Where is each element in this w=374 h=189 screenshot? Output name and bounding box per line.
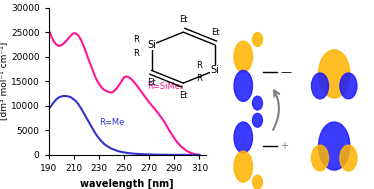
Ellipse shape [252,33,263,46]
Text: Et: Et [179,91,187,100]
Ellipse shape [252,175,263,189]
Ellipse shape [234,70,252,101]
Ellipse shape [340,145,357,171]
Ellipse shape [252,96,263,110]
Ellipse shape [340,73,357,99]
Text: Et: Et [147,78,156,87]
Ellipse shape [234,122,252,153]
Text: R: R [196,74,202,83]
Ellipse shape [234,151,252,182]
Text: R: R [133,35,139,44]
Text: R=Me: R=Me [99,119,124,128]
Ellipse shape [252,113,263,127]
Text: R: R [196,61,202,70]
Ellipse shape [319,50,350,98]
Text: +: + [280,141,288,151]
Ellipse shape [312,145,328,171]
Ellipse shape [234,41,252,72]
Text: R=SiMe₃: R=SiMe₃ [147,82,183,91]
Y-axis label: molar extinction
[dm³ mol⁻¹ cm⁻¹]: molar extinction [dm³ mol⁻¹ cm⁻¹] [0,42,8,120]
Ellipse shape [319,122,350,170]
X-axis label: wavelength [nm]: wavelength [nm] [80,179,174,189]
Ellipse shape [312,73,328,99]
Text: Et: Et [211,28,219,37]
Text: R: R [133,49,139,58]
Text: —: — [280,67,291,77]
Text: Et: Et [179,15,187,24]
Text: Si: Si [211,65,220,75]
Text: Si: Si [147,40,156,50]
